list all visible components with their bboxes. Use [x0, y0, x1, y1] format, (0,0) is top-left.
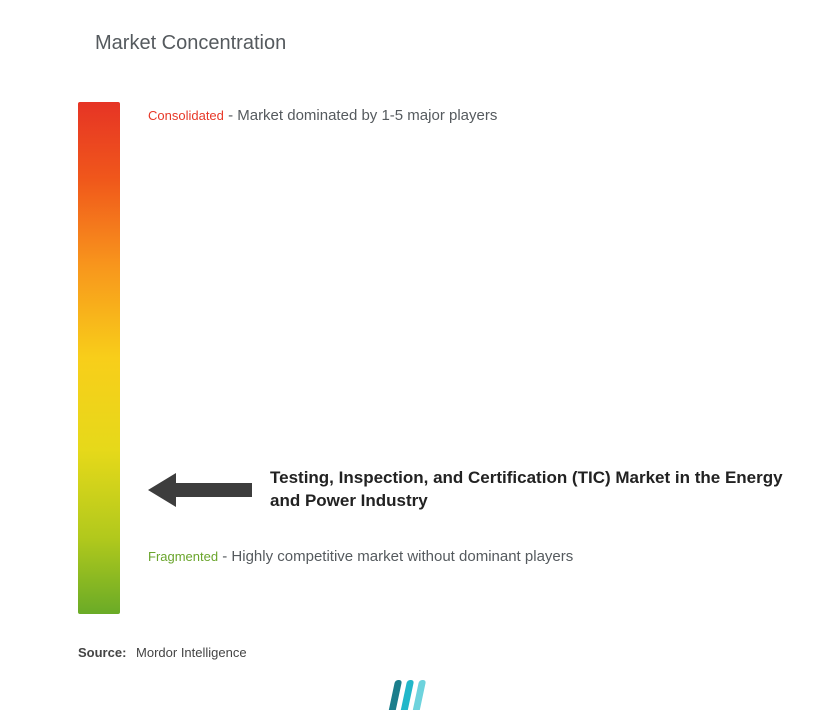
logo-bar-3	[413, 680, 426, 710]
consolidated-desc: - Market dominated by 1-5 major players	[228, 107, 497, 124]
source-label: Source:	[78, 645, 126, 660]
logo-bar-1	[389, 680, 402, 710]
page-title: Market Concentration	[95, 32, 286, 55]
logo-bar-2	[401, 680, 414, 710]
source-line: Source: Mordor Intelligence	[78, 645, 247, 660]
market-name-text: Testing, Inspection, and Certification (…	[270, 467, 815, 513]
source-value: Mordor Intelligence	[136, 645, 247, 660]
fragmented-label: Fragmented - Highly competitive market w…	[148, 543, 573, 572]
consolidated-tag: Consolidated	[148, 108, 224, 123]
market-pointer: Testing, Inspection, and Certification (…	[148, 467, 815, 513]
fragmented-tag: Fragmented	[148, 549, 218, 564]
consolidated-label: Consolidated - Market dominated by 1-5 m…	[148, 107, 497, 124]
concentration-gradient-bar	[78, 102, 120, 614]
fragmented-desc: - Highly competitive market without domi…	[222, 548, 573, 565]
mordor-logo-icon	[392, 680, 434, 710]
arrow-left-icon	[148, 473, 252, 507]
